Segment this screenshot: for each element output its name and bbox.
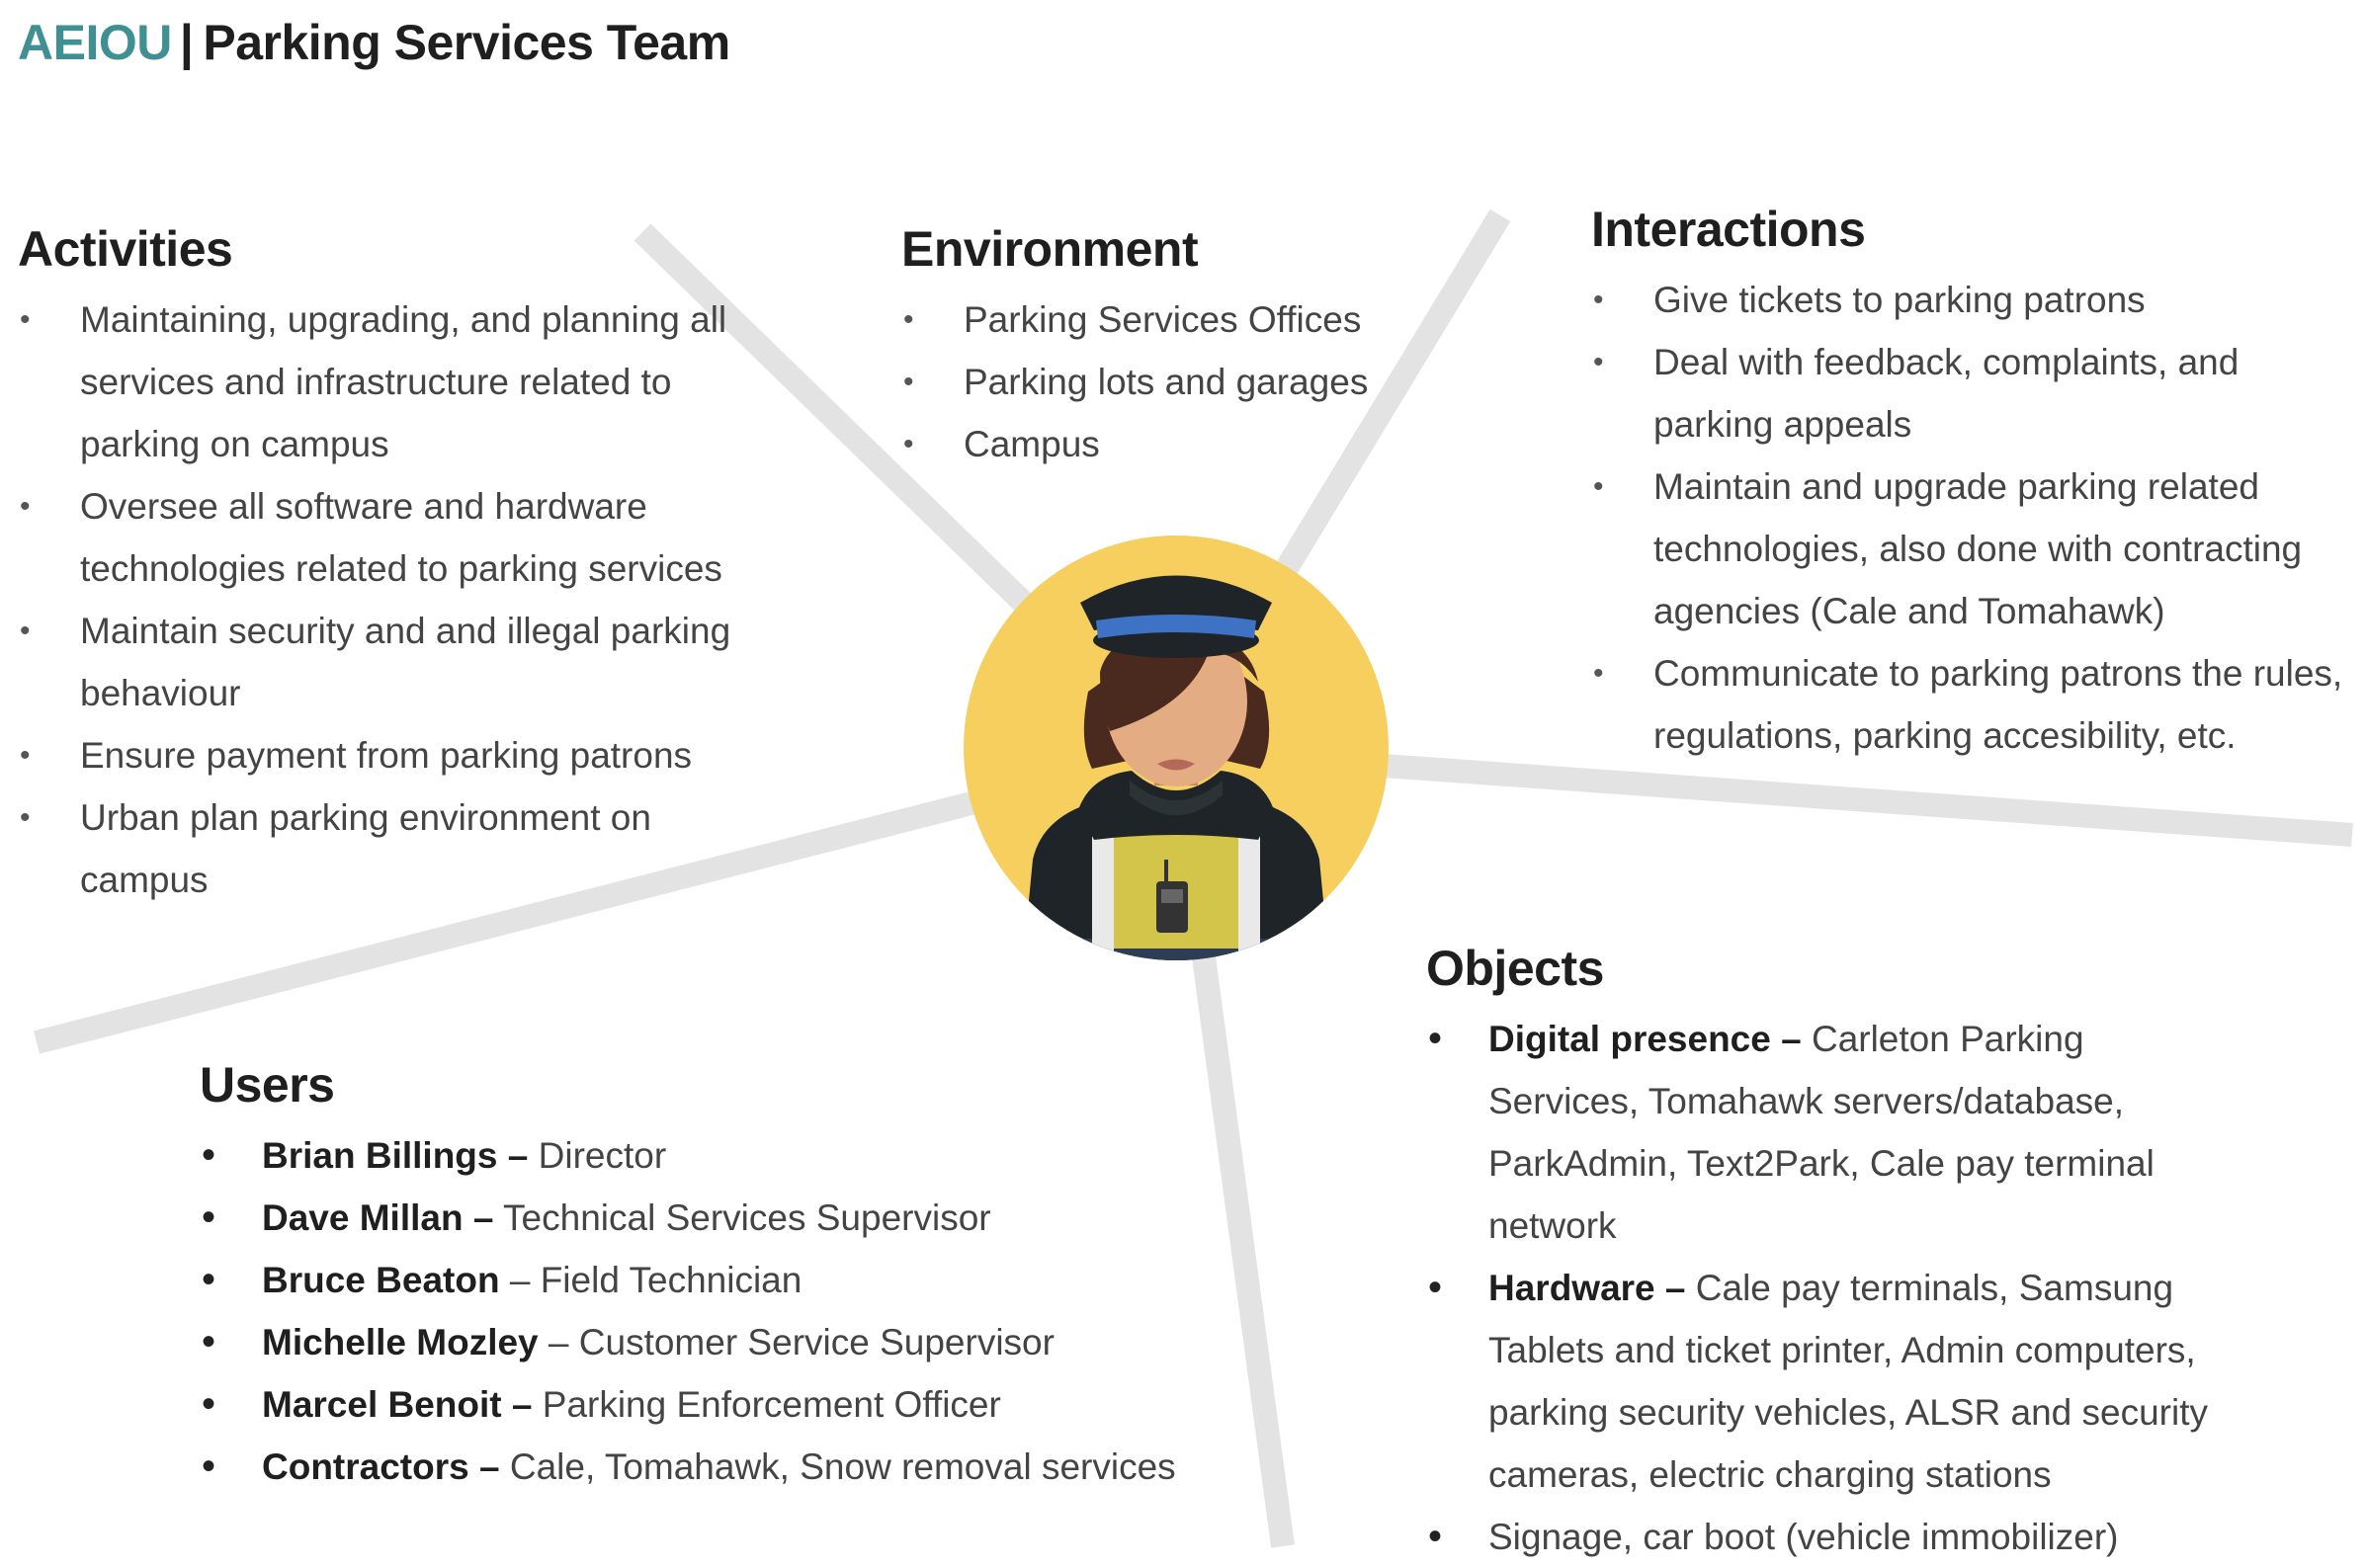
interactions-heading: Interactions — [1591, 202, 1866, 257]
user-role: Director — [528, 1135, 667, 1176]
objects-item-name: Digital presence – — [1488, 1019, 1802, 1059]
activities-item: Oversee all software and hardware techno… — [18, 475, 769, 600]
title-separator: | — [179, 15, 194, 70]
objects-item: Signage, car boot (vehicle immobilizer) — [1426, 1506, 2237, 1568]
user-role: Cale, Tomahawk, Snow removal services — [499, 1446, 1176, 1487]
objects-item: Digital presence – Carleton Parking Serv… — [1426, 1008, 2237, 1257]
environment-item: Campus — [901, 413, 1415, 475]
page-title: AEIOU | Parking Services Team — [18, 14, 730, 71]
interactions-item: Deal with feedback, complaints, and park… — [1591, 331, 2362, 455]
activities-heading: Activities — [18, 221, 233, 277]
activities-item: Urban plan parking environment on campus — [18, 786, 769, 911]
user-role: – Customer Service Supervisor — [538, 1322, 1055, 1362]
activities-item: Maintain security and and illegal parkin… — [18, 600, 769, 724]
user-name: Bruce Beaton — [262, 1260, 500, 1300]
user-role: – Field Technician — [499, 1260, 803, 1300]
user-role: Parking Enforcement Officer — [532, 1384, 1001, 1425]
interactions-item: Maintain and upgrade parking related tec… — [1591, 455, 2362, 642]
users-section: Users Brian Billings – Director Dave Mil… — [200, 1055, 1227, 1498]
objects-section: Objects Digital presence – Carleton Park… — [1426, 939, 2237, 1568]
interactions-item: Communicate to parking patrons the rules… — [1591, 642, 2362, 767]
objects-item: Hardware – Cale pay terminals, Samsung T… — [1426, 1257, 2237, 1506]
interactions-section: Interactions Give tickets to parking pat… — [1591, 200, 2362, 767]
users-item: Dave Millan – Technical Services Supervi… — [200, 1187, 1227, 1249]
user-role: Technical Services Supervisor — [493, 1197, 991, 1238]
parking-officer-avatar-icon — [964, 536, 1389, 960]
users-item: Brian Billings – Director — [200, 1124, 1227, 1187]
objects-item-desc: Cale pay terminals, Samsung Tablets and … — [1488, 1268, 2209, 1495]
environment-item: Parking Services Offices — [901, 289, 1415, 351]
objects-heading: Objects — [1426, 941, 1604, 996]
user-name: Marcel Benoit – — [262, 1384, 533, 1425]
users-item: Contractors – Cale, Tomahawk, Snow remov… — [200, 1436, 1227, 1498]
users-heading: Users — [200, 1057, 335, 1113]
environment-section: Environment Parking Services Offices Par… — [901, 219, 1415, 475]
environment-heading: Environment — [901, 221, 1199, 277]
environment-item: Parking lots and garages — [901, 351, 1415, 413]
user-name: Brian Billings – — [262, 1135, 529, 1176]
activities-section: Activities Maintaining, upgrading, and p… — [18, 219, 769, 911]
objects-item-name: Hardware – — [1488, 1268, 1686, 1308]
activities-item: Maintaining, upgrading, and planning all… — [18, 289, 769, 475]
interactions-item: Give tickets to parking patrons — [1591, 269, 2362, 331]
user-name: Dave Millan – — [262, 1197, 494, 1238]
objects-item-desc: Carleton Parking Services, Tomahawk serv… — [1488, 1019, 2155, 1246]
user-name: Contractors – — [262, 1446, 500, 1487]
brand-label: AEIOU — [18, 15, 172, 70]
users-item: Bruce Beaton – Field Technician — [200, 1249, 1227, 1311]
activities-item: Ensure payment from parking patrons — [18, 724, 769, 786]
title-text: Parking Services Team — [203, 15, 730, 70]
objects-item-desc: Signage, car boot (vehicle immobilizer) — [1488, 1517, 2119, 1557]
users-item: Marcel Benoit – Parking Enforcement Offi… — [200, 1373, 1227, 1436]
user-name: Michelle Mozley — [262, 1322, 539, 1362]
users-item: Michelle Mozley – Customer Service Super… — [200, 1311, 1227, 1373]
